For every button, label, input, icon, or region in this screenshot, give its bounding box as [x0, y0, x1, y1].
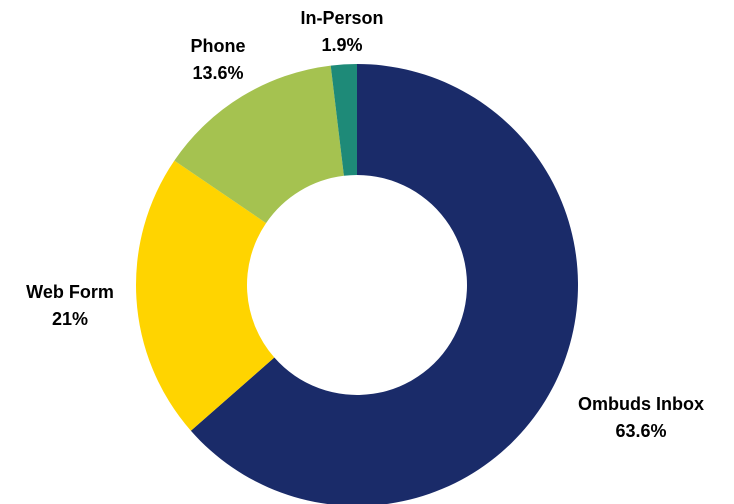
- slice-label-web-form: Web Form: [26, 282, 114, 302]
- slice-in-person: [330, 64, 357, 176]
- slice-label-phone: Phone: [190, 36, 245, 56]
- slice-value-phone: 13.6%: [192, 63, 243, 83]
- slices-group: [135, 64, 578, 504]
- slice-label-ombuds-inbox: Ombuds Inbox: [578, 394, 704, 414]
- slice-value-in-person: 1.9%: [321, 35, 362, 55]
- slice-phone: [174, 65, 344, 224]
- slice-label-in-person: In-Person: [300, 8, 383, 28]
- slice-web-form: [135, 160, 275, 431]
- slice-value-ombuds-inbox: 63.6%: [615, 421, 666, 441]
- slice-ombuds-inbox: [190, 64, 578, 504]
- slice-value-web-form: 21%: [52, 309, 88, 329]
